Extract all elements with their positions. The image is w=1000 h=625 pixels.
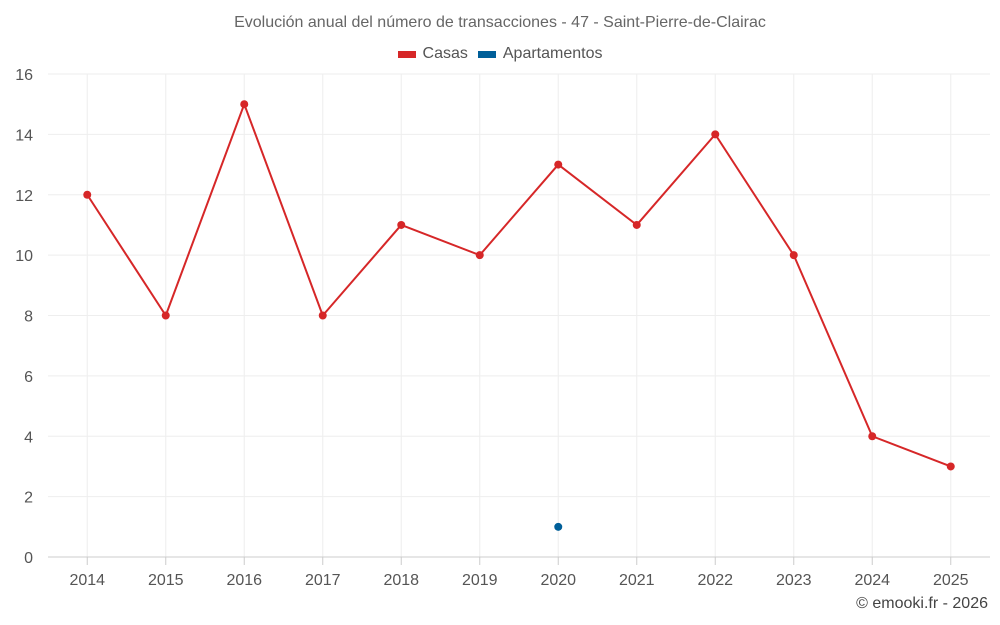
x-tick-label: 2025: [933, 572, 969, 589]
data-point-casas: [83, 190, 92, 199]
data-point-casas: [161, 311, 170, 320]
data-point-casas: [632, 220, 641, 229]
chart-title: Evolución anual del número de transaccio…: [234, 14, 766, 31]
x-tick-label: 2019: [462, 572, 498, 589]
legend-swatch-casas: [397, 50, 416, 58]
x-tick-label: 2015: [148, 572, 184, 589]
data-point-casas: [868, 432, 877, 441]
legend-item-apartamentos[interactable]: Apartamentos: [477, 45, 603, 63]
legend: Casas Apartamentos: [0, 45, 1000, 63]
data-point-casas: [397, 220, 406, 229]
data-point-apartamentos: [554, 522, 563, 531]
y-tick-label: 8: [24, 309, 33, 326]
data-point-casas: [946, 462, 955, 471]
y-tick-label: 2: [24, 490, 33, 507]
x-tick-label: 2020: [540, 572, 576, 589]
x-tick-label: 2022: [697, 572, 733, 589]
y-tick-label: 0: [24, 550, 33, 567]
x-tick-label: 2023: [776, 572, 812, 589]
y-tick-label: 10: [15, 248, 33, 265]
x-tick-label: 2017: [305, 572, 341, 589]
data-point-casas: [789, 251, 798, 260]
series-line-casas: [86, 103, 952, 468]
legend-item-casas[interactable]: Casas: [397, 45, 468, 63]
data-point-casas: [711, 130, 720, 139]
y-tick-label: 16: [15, 67, 33, 84]
x-tick-label: 2016: [226, 572, 262, 589]
data-point-casas: [240, 100, 249, 109]
x-tick-label: 2024: [854, 572, 890, 589]
y-tick-label: 14: [15, 127, 33, 144]
data-point-casas: [554, 160, 563, 169]
legend-label-casas: Casas: [422, 45, 468, 62]
credit-text: © emooki.fr - 2026: [856, 595, 988, 612]
data-point-casas: [475, 251, 484, 260]
legend-swatch-apartamentos: [477, 50, 496, 58]
legend-label-apartamentos: Apartamentos: [502, 45, 603, 62]
x-tick-label: 2014: [69, 572, 105, 589]
y-tick-label: 12: [15, 188, 33, 205]
data-point-casas: [318, 311, 327, 320]
x-tick-label: 2018: [383, 572, 419, 589]
x-tick-label: 2021: [619, 572, 655, 589]
y-tick-label: 4: [24, 429, 33, 446]
y-tick-label: 6: [24, 369, 33, 386]
